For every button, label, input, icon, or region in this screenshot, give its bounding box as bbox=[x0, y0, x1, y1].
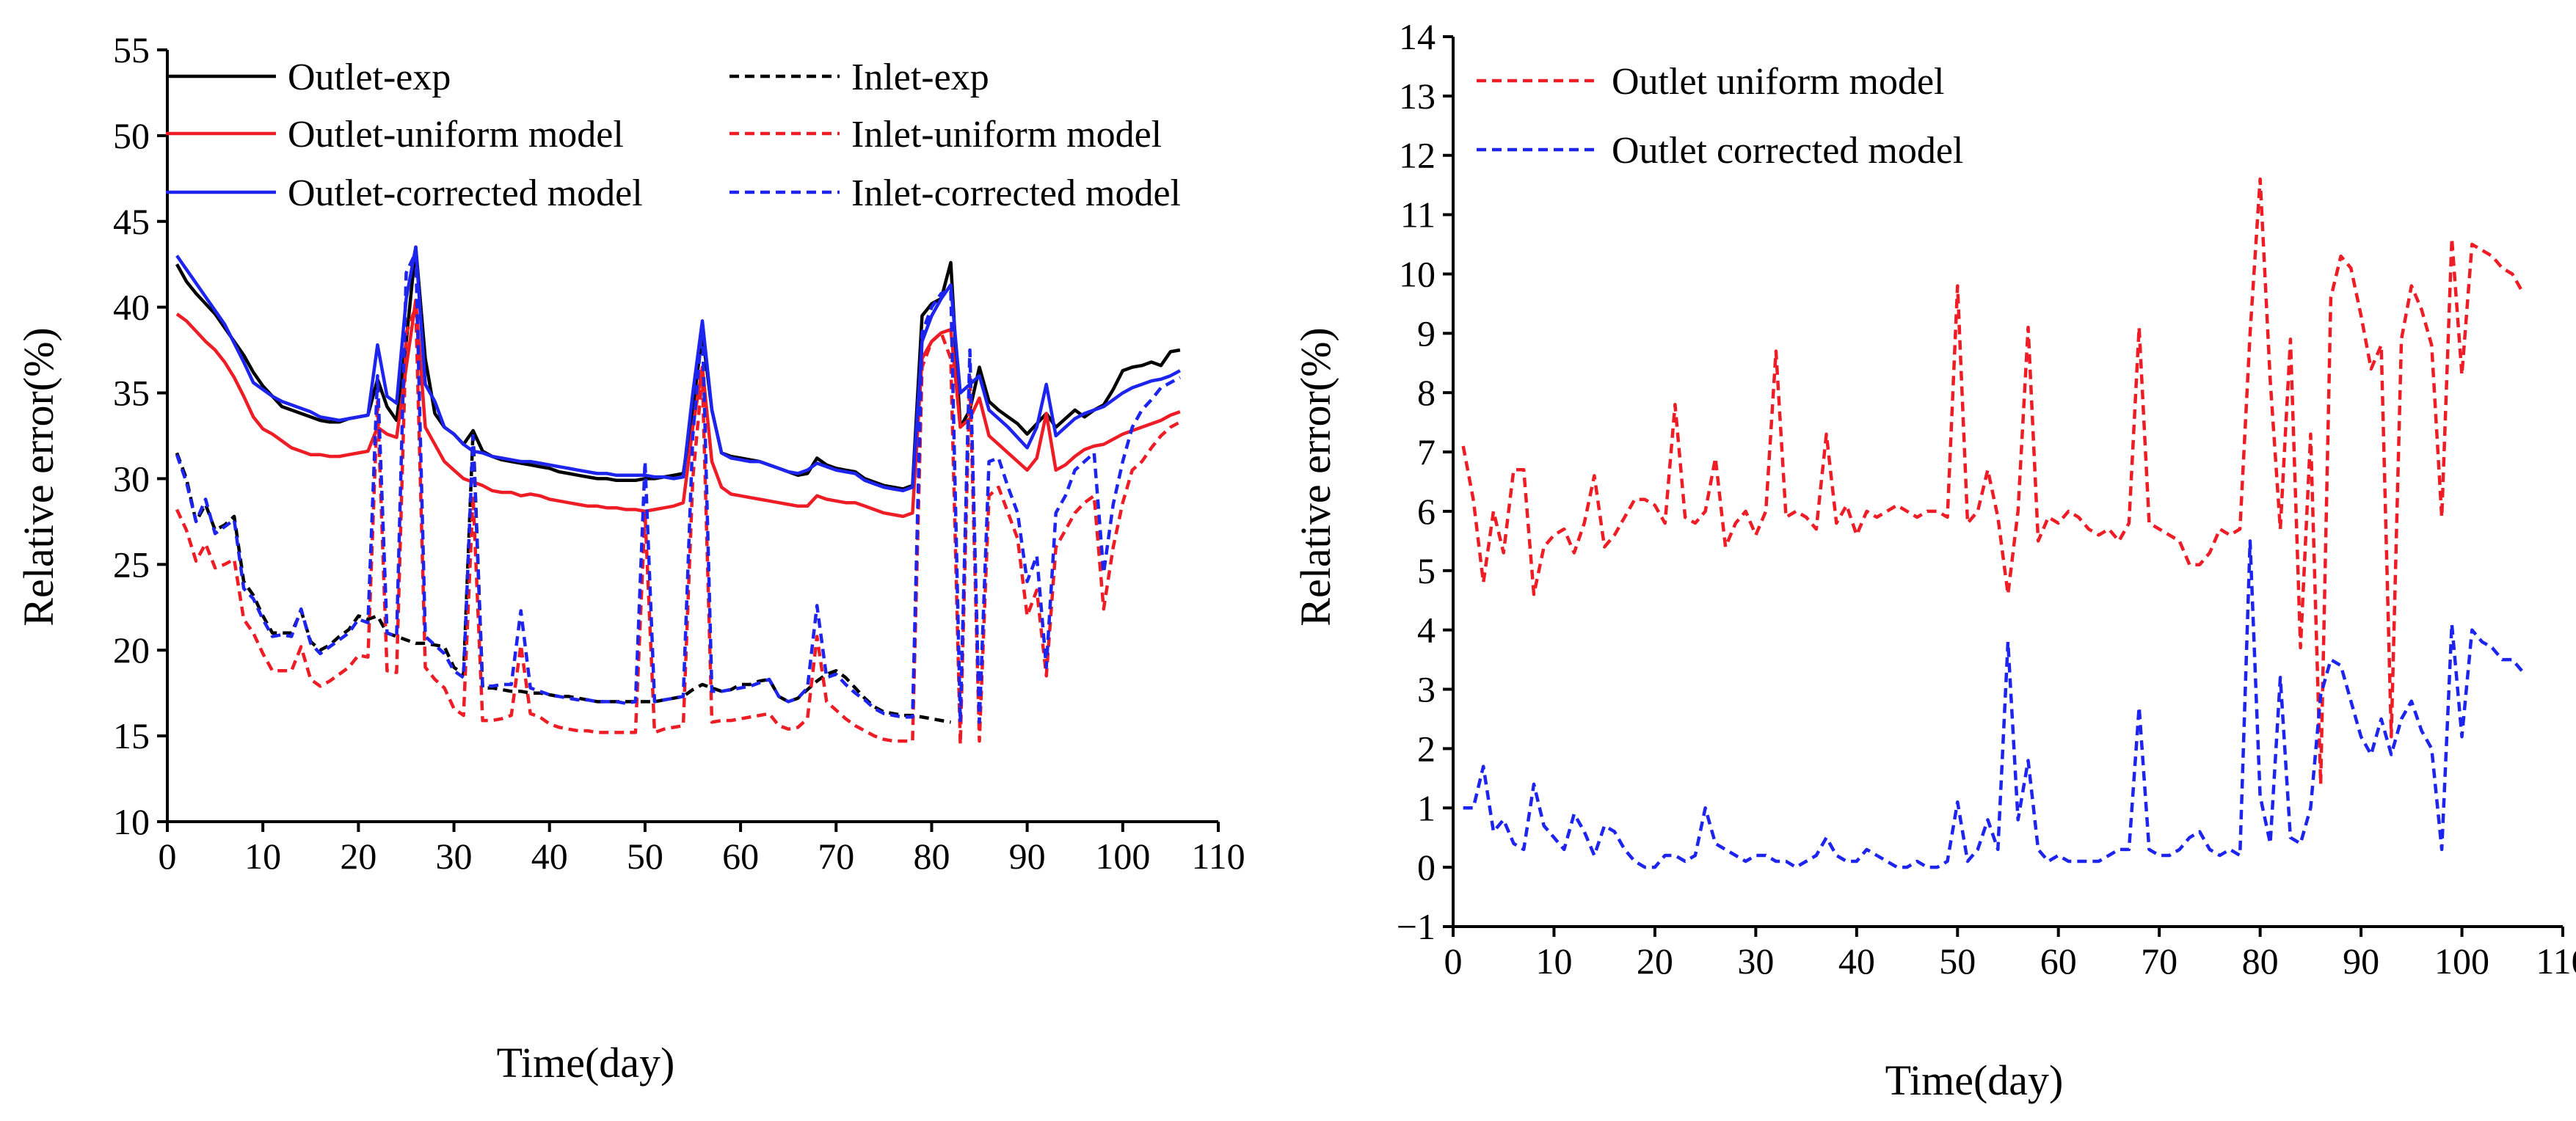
y-tick-label: 11 bbox=[1400, 194, 1436, 235]
legend-label-outlet-uniform-model: Outlet-uniform model bbox=[288, 114, 624, 156]
y-tick-label: 1 bbox=[1417, 787, 1436, 828]
y-tick-label: 12 bbox=[1399, 135, 1436, 176]
series-line-inlet-exp bbox=[175, 428, 951, 724]
x-tick-label: 90 bbox=[1009, 836, 1046, 877]
x-tick-label: 10 bbox=[1535, 941, 1572, 982]
chart-right-ylabel: Relative error(%) bbox=[1292, 327, 1339, 626]
chart-right-ticks: 0102030405060708090100110−10123456789101… bbox=[1397, 16, 2576, 982]
legend-label-outlet-corrected-model: Outlet-corrected model bbox=[288, 172, 643, 214]
chart-left-series-layer bbox=[175, 245, 1181, 747]
legend-label-outlet-corrected-model: Outlet corrected model bbox=[1612, 130, 1963, 172]
y-tick-label: 13 bbox=[1399, 76, 1436, 117]
x-tick-label: 0 bbox=[1444, 941, 1463, 982]
x-tick-label: 60 bbox=[722, 836, 759, 877]
x-tick-label: 110 bbox=[2536, 941, 2576, 982]
x-tick-label: 20 bbox=[1637, 941, 1673, 982]
x-tick-label: 50 bbox=[627, 836, 663, 877]
chart-left: 0 10 20 30 40 50 60 70 80 90 100 110101520253035404… bbox=[15, 29, 1245, 1087]
x-tick-label: 30 bbox=[436, 836, 473, 877]
y-tick-label: 10 bbox=[1399, 253, 1436, 294]
y-tick-label: −1 bbox=[1397, 906, 1436, 947]
y-tick-label: 3 bbox=[1417, 669, 1436, 710]
x-tick-label: 80 bbox=[2242, 941, 2279, 982]
x-tick-label: 70 bbox=[2141, 941, 2177, 982]
chart-left-ticks: 0 10 20 30 40 50 60 70 80 90 100 110101520253035404… bbox=[113, 29, 1245, 877]
x-tick-label: 0 bbox=[159, 836, 177, 877]
chart-left-ylabel: Relative error(%) bbox=[15, 327, 62, 626]
y-tick-label: 6 bbox=[1417, 491, 1436, 532]
chart-left-legend: Outlet-exp Inlet-exp Outlet-uniform mode… bbox=[166, 56, 1181, 214]
y-tick-label: 50 bbox=[113, 115, 150, 156]
y-tick-label: 45 bbox=[113, 201, 150, 242]
chart-right-series-layer bbox=[1461, 177, 2524, 869]
y-tick-label: 40 bbox=[113, 287, 150, 328]
y-tick-label: 10 bbox=[113, 801, 150, 842]
x-tick-label: 110 bbox=[1191, 836, 1245, 877]
x-tick-label: 40 bbox=[531, 836, 568, 877]
legend-label-inlet-corrected-model: Inlet-corrected model bbox=[851, 172, 1181, 214]
legend-label-inlet-uniform-model: Inlet-uniform model bbox=[851, 114, 1162, 156]
series-line-outlet-uniform-model bbox=[175, 299, 1181, 519]
y-tick-label: 25 bbox=[113, 544, 150, 585]
x-tick-label: 100 bbox=[2434, 941, 2489, 982]
chart-left-xlabel: Time(day) bbox=[497, 1039, 675, 1087]
x-tick-label: 70 bbox=[818, 836, 854, 877]
y-tick-label: 4 bbox=[1417, 610, 1436, 651]
legend-label-outlet-exp: Outlet-exp bbox=[288, 56, 451, 98]
x-tick-label: 30 bbox=[1737, 941, 1774, 982]
y-tick-label: 20 bbox=[113, 629, 150, 671]
x-tick-label: 50 bbox=[1939, 941, 1976, 982]
x-tick-label: 90 bbox=[2343, 941, 2379, 982]
chart-right-xlabel: Time(day) bbox=[1885, 1056, 2064, 1104]
chart-right-legend: Outlet uniform model Outlet corrected mo… bbox=[1477, 61, 1963, 172]
y-tick-label: 14 bbox=[1399, 16, 1436, 57]
series-line-outlet-corrected-model bbox=[1463, 539, 2524, 869]
chart-left-axes bbox=[166, 50, 1218, 823]
y-tick-label: 7 bbox=[1417, 431, 1436, 472]
series-line-outlet-exp bbox=[175, 245, 1181, 491]
y-tick-label: 55 bbox=[113, 29, 150, 70]
y-tick-label: 9 bbox=[1417, 313, 1436, 354]
y-tick-label: 35 bbox=[113, 373, 150, 414]
x-tick-label: 100 bbox=[1095, 836, 1150, 877]
series-line-outlet-corrected-model bbox=[175, 245, 1181, 493]
x-tick-label: 20 bbox=[340, 836, 376, 877]
series-line-inlet-uniform-model bbox=[175, 305, 1181, 747]
legend-label-inlet-exp: Inlet-exp bbox=[851, 56, 989, 98]
x-tick-label: 40 bbox=[1838, 941, 1875, 982]
series-line-inlet-corrected-model bbox=[175, 250, 1181, 724]
chart-right-axes bbox=[1452, 37, 2563, 928]
chart-right: 0102030405060708090100110−10123456789101… bbox=[1292, 16, 2576, 1104]
y-tick-label: 8 bbox=[1417, 372, 1436, 413]
y-tick-label: 30 bbox=[113, 458, 150, 499]
legend-label-outlet-uniform-model: Outlet uniform model bbox=[1612, 61, 1944, 103]
y-tick-label: 0 bbox=[1417, 847, 1436, 888]
x-tick-label: 60 bbox=[2040, 941, 2077, 982]
y-tick-label: 5 bbox=[1417, 550, 1436, 591]
x-tick-label: 10 bbox=[244, 836, 281, 877]
x-tick-label: 80 bbox=[913, 836, 950, 877]
series-line-outlet-uniform-model bbox=[1461, 177, 2524, 786]
y-tick-label: 2 bbox=[1417, 728, 1436, 769]
y-tick-label: 15 bbox=[113, 715, 150, 756]
